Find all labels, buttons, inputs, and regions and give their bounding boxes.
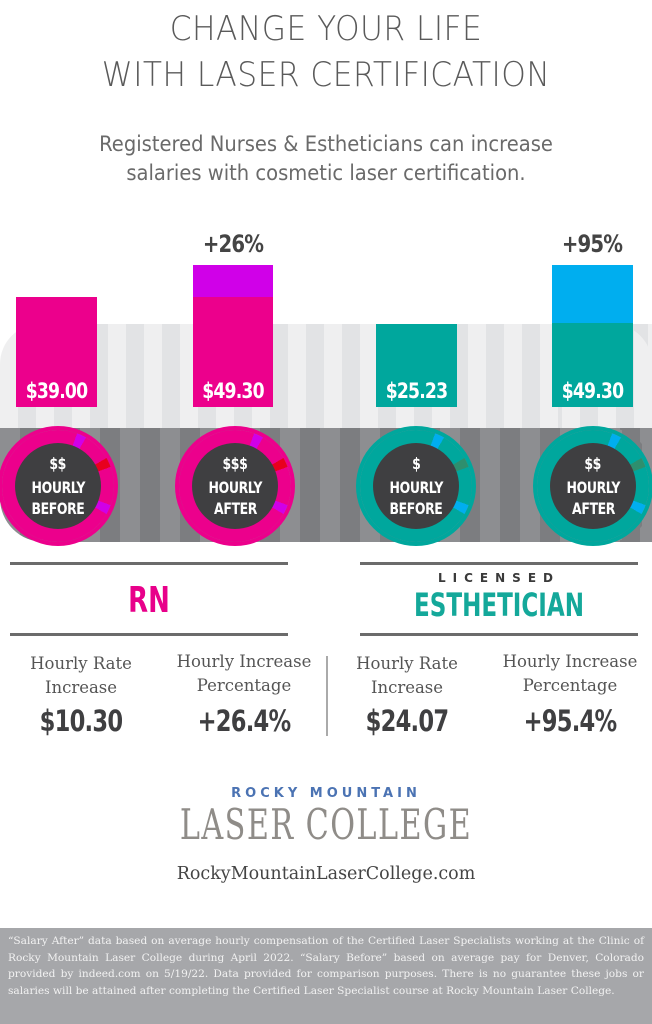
gear-label: $$ HOURLY AFTER <box>550 443 636 529</box>
group-title-rn: RN <box>128 580 170 621</box>
bar-rn-before: $39.00 <box>16 297 97 407</box>
gear-badge-esthetician-after: $$ HOURLY AFTER <box>537 430 649 542</box>
divider-rn-bottom <box>10 633 288 636</box>
divider-rn-top <box>10 562 288 565</box>
group-title-esthetician: ESTHETICIAN <box>414 586 584 624</box>
stat-label-rn-rate: Hourly Rate Increase <box>30 654 132 697</box>
gear-badge-rn-after: $$$ HOURLY AFTER <box>179 430 291 542</box>
bar-esthetician-before: $25.23 <box>376 324 457 407</box>
stat-label-esthetician-rate: Hourly Rate Increase <box>356 654 458 697</box>
stat-value-esthetician-pct: +95.4% <box>523 704 618 738</box>
page-title: CHANGE YOUR LIFE WITH LASER CERTIFICATIO… <box>26 6 626 98</box>
divider-esthetician-top <box>360 562 638 565</box>
stat-label-esthetician-pct: Hourly Increase Percentage <box>502 652 638 695</box>
page-subtitle: Registered Nurses & Estheticians can inc… <box>23 130 629 188</box>
disclaimer-text: “Salary After” data based on average hou… <box>8 935 644 997</box>
group-subtitle-licensed: LICENSED <box>438 571 560 585</box>
bar-value: $39.00 <box>25 379 88 403</box>
brand-website-link[interactable]: RockyMountainLaserCollege.com <box>176 864 476 884</box>
stat-value-esthetician-rate: $24.07 <box>365 704 449 738</box>
gear-label: $$$ HOURLY AFTER <box>192 443 278 529</box>
disclaimer-footer: “Salary After” data based on average hou… <box>0 928 652 1024</box>
stat-value-rn-pct: +26.4% <box>197 704 292 738</box>
bar-increase-segment <box>193 265 273 297</box>
vertical-divider <box>326 656 328 736</box>
subtitle-line-1: Registered Nurses & Estheticians can inc… <box>99 132 553 156</box>
subtitle-line-2: salaries with cosmetic laser certificati… <box>126 161 526 185</box>
bar-increase-segment <box>552 265 633 323</box>
brand-logo-top: ROCKY MOUNTAIN <box>231 786 421 801</box>
bar-esthetician-after: $49.30 <box>552 265 633 407</box>
percent-increase-esthetician: +95% <box>561 230 623 258</box>
stat-label-rn-pct: Hourly Increase Percentage <box>176 652 312 695</box>
title-line-1: CHANGE YOUR LIFE <box>169 9 483 49</box>
divider-esthetician-bottom <box>360 633 638 636</box>
gear-badge-esthetician-before: $ HOURLY BEFORE <box>360 430 472 542</box>
brand-logo-main: LASER COLLEGE <box>179 800 473 849</box>
bar-value: $49.30 <box>202 379 264 403</box>
gear-badge-rn-before: $$ HOURLY BEFORE <box>2 430 114 542</box>
percent-increase-rn: +26% <box>202 230 264 258</box>
stat-value-rn-rate: $10.30 <box>39 704 123 738</box>
title-line-2: WITH LASER CERTIFICATION <box>101 55 551 95</box>
belt-light-band <box>0 324 652 428</box>
gear-label: $$ HOURLY BEFORE <box>15 443 101 529</box>
gear-label: $ HOURLY BEFORE <box>373 443 459 529</box>
bar-value: $49.30 <box>561 379 624 403</box>
bar-value: $25.23 <box>385 379 448 403</box>
bar-rn-after: $49.30 <box>193 265 273 407</box>
